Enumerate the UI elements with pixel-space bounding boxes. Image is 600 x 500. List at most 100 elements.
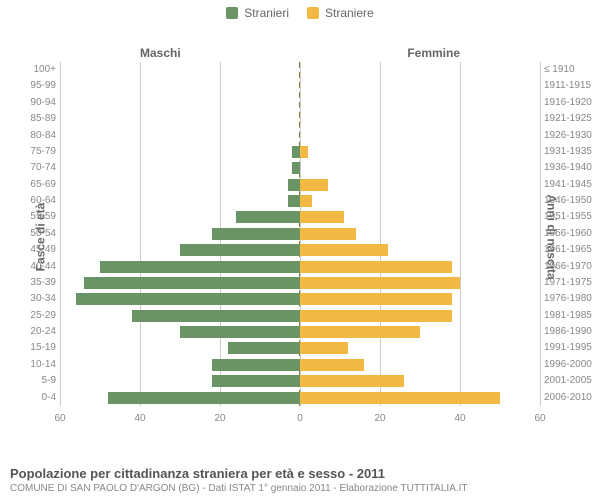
x-tick-label: 60	[54, 413, 65, 424]
legend-male-label: Stranieri	[244, 6, 289, 20]
bar-female	[300, 293, 452, 305]
bar-female	[300, 326, 420, 338]
birth-label: 1916-1920	[544, 95, 598, 111]
birth-label: 1961-1965	[544, 242, 598, 258]
pyramid-row: 50-541956-1960	[60, 226, 540, 242]
pyramid-row: 40-441966-1970	[60, 259, 540, 275]
bar-female	[300, 392, 500, 404]
age-label: 30-34	[10, 291, 56, 307]
age-label: 100+	[10, 62, 56, 78]
age-label: 80-84	[10, 128, 56, 144]
bar-male	[292, 162, 300, 174]
birth-label: ≤ 1910	[544, 62, 598, 78]
age-label: 85-89	[10, 111, 56, 127]
bar-male	[108, 392, 300, 404]
bar-female	[300, 146, 308, 158]
pyramid-row: 10-141996-2000	[60, 357, 540, 373]
chart: Maschi Femmine Fasce di età Anni di nasc…	[0, 20, 600, 440]
x-tick-label: 60	[534, 413, 545, 424]
pyramid-row: 70-741936-1940	[60, 160, 540, 176]
female-swatch	[307, 7, 319, 19]
age-label: 35-39	[10, 275, 56, 291]
pyramid-row: 65-691941-1945	[60, 177, 540, 193]
age-label: 90-94	[10, 95, 56, 111]
pyramid-row: 30-341976-1980	[60, 291, 540, 307]
column-title-male: Maschi	[140, 46, 181, 60]
bar-male	[76, 293, 300, 305]
birth-label: 2006-2010	[544, 390, 598, 406]
bar-male	[236, 211, 300, 223]
pyramid-row: 60-641946-1950	[60, 193, 540, 209]
age-label: 25-29	[10, 308, 56, 324]
bar-female	[300, 195, 312, 207]
bar-male	[212, 359, 300, 371]
birth-label: 1926-1930	[544, 128, 598, 144]
birth-label: 1941-1945	[544, 177, 598, 193]
bar-female	[300, 359, 364, 371]
age-label: 15-19	[10, 340, 56, 356]
birth-label: 1966-1970	[544, 259, 598, 275]
pyramid-row: 85-891921-1925	[60, 111, 540, 127]
age-label: 40-44	[10, 259, 56, 275]
birth-label: 2001-2005	[544, 373, 598, 389]
legend-item-male: Stranieri	[226, 6, 289, 20]
pyramid-row: 15-191991-1995	[60, 340, 540, 356]
age-label: 5-9	[10, 373, 56, 389]
bar-male	[84, 277, 300, 289]
pyramid-row: 0-42006-2010	[60, 390, 540, 406]
x-tick-label: 40	[454, 413, 465, 424]
birth-label: 1971-1975	[544, 275, 598, 291]
age-label: 20-24	[10, 324, 56, 340]
age-label: 55-59	[10, 209, 56, 225]
pyramid-row: 80-841926-1930	[60, 128, 540, 144]
birth-label: 1956-1960	[544, 226, 598, 242]
birth-label: 1976-1980	[544, 291, 598, 307]
bar-male	[180, 244, 300, 256]
x-tick-label: 20	[214, 413, 225, 424]
birth-label: 1981-1985	[544, 308, 598, 324]
birth-label: 1946-1950	[544, 193, 598, 209]
bar-male	[100, 261, 300, 273]
bar-male	[288, 195, 300, 207]
footer: Popolazione per cittadinanza straniera p…	[10, 466, 468, 494]
pyramid-row: 100+≤ 1910	[60, 62, 540, 78]
pyramid-row: 20-241986-1990	[60, 324, 540, 340]
pyramid-row: 55-591951-1955	[60, 209, 540, 225]
age-label: 60-64	[10, 193, 56, 209]
age-label: 50-54	[10, 226, 56, 242]
age-label: 45-49	[10, 242, 56, 258]
bar-male	[132, 310, 300, 322]
age-label: 95-99	[10, 78, 56, 94]
bar-female	[300, 179, 328, 191]
bar-male	[212, 375, 300, 387]
bar-male	[212, 228, 300, 240]
age-label: 70-74	[10, 160, 56, 176]
birth-label: 1991-1995	[544, 340, 598, 356]
bar-female	[300, 228, 356, 240]
male-swatch	[226, 7, 238, 19]
bar-female	[300, 211, 344, 223]
bar-male	[292, 146, 300, 158]
birth-label: 1911-1915	[544, 78, 598, 94]
legend-female-label: Straniere	[325, 6, 374, 20]
bar-male	[180, 326, 300, 338]
pyramid-row: 5-92001-2005	[60, 373, 540, 389]
gridline	[540, 62, 541, 406]
x-tick-label: 20	[374, 413, 385, 424]
birth-label: 1936-1940	[544, 160, 598, 176]
footer-subtitle: COMUNE DI SAN PAOLO D'ARGON (BG) - Dati …	[10, 483, 468, 494]
birth-label: 1931-1935	[544, 144, 598, 160]
age-label: 10-14	[10, 357, 56, 373]
x-tick-label: 40	[134, 413, 145, 424]
age-label: 0-4	[10, 390, 56, 406]
pyramid-row: 90-941916-1920	[60, 95, 540, 111]
pyramid-row: 95-991911-1915	[60, 78, 540, 94]
legend-item-female: Straniere	[307, 6, 374, 20]
plot-area: 6040200204060100+≤ 191095-991911-191590-…	[60, 62, 540, 406]
bar-female	[300, 277, 460, 289]
age-label: 75-79	[10, 144, 56, 160]
column-title-female: Femmine	[407, 46, 460, 60]
bar-female	[300, 375, 404, 387]
bar-female	[300, 261, 452, 273]
birth-label: 1951-1955	[544, 209, 598, 225]
